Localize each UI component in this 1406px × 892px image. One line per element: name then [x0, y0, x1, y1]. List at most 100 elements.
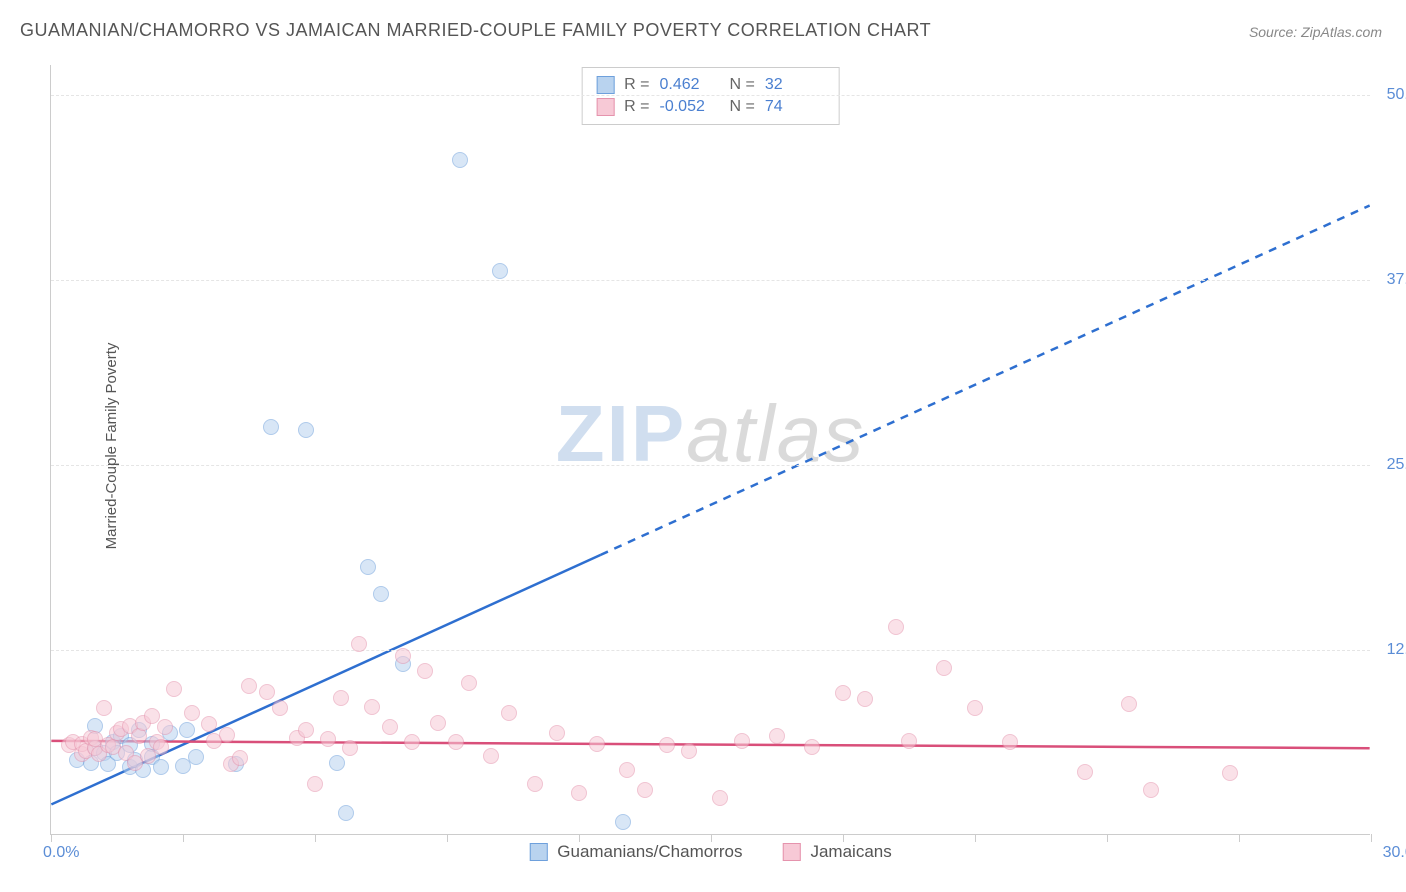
chart-title: GUAMANIAN/CHAMORRO VS JAMAICAN MARRIED-C… — [20, 20, 931, 41]
scatter-point — [307, 776, 323, 792]
scatter-point — [259, 684, 275, 700]
trend-line-dashed — [601, 205, 1370, 554]
scatter-point — [219, 727, 235, 743]
legend-label: Jamaicans — [810, 842, 891, 862]
bottom-legend: Guamanians/Chamorros Jamaicans — [529, 842, 891, 862]
scatter-point — [272, 700, 288, 716]
x-tick — [1239, 834, 1240, 842]
x-tick — [1107, 834, 1108, 842]
scatter-point — [298, 722, 314, 738]
scatter-point — [712, 790, 728, 806]
scatter-point — [263, 419, 279, 435]
bottom-legend-item: Guamanians/Chamorros — [529, 842, 742, 862]
gridline — [51, 95, 1370, 96]
stat-r-value: -0.052 — [660, 98, 720, 116]
x-tick — [975, 834, 976, 842]
scatter-point — [734, 733, 750, 749]
legend-label: Guamanians/Chamorros — [557, 842, 742, 862]
source-attribution: Source: ZipAtlas.com — [1249, 24, 1382, 40]
scatter-point — [1121, 696, 1137, 712]
scatter-point — [188, 749, 204, 765]
legend-swatch — [529, 843, 547, 861]
scatter-point — [452, 152, 468, 168]
scatter-point — [492, 263, 508, 279]
y-tick-label: 37.5% — [1387, 271, 1406, 289]
scatter-point — [201, 716, 217, 732]
scatter-point — [232, 750, 248, 766]
x-axis-max-label: 30.0% — [1383, 844, 1406, 862]
y-tick-label: 25.0% — [1387, 456, 1406, 474]
scatter-point — [342, 740, 358, 756]
x-axis-min-label: 0.0% — [43, 844, 79, 862]
x-tick — [183, 834, 184, 842]
scatter-point — [571, 785, 587, 801]
stat-r-value: 0.462 — [660, 76, 720, 94]
legend-swatch — [596, 76, 614, 94]
bottom-legend-item: Jamaicans — [782, 842, 891, 862]
x-tick — [315, 834, 316, 842]
scatter-point — [166, 681, 182, 697]
chart-container: GUAMANIAN/CHAMORRO VS JAMAICAN MARRIED-C… — [0, 0, 1406, 892]
scatter-point — [157, 719, 173, 735]
scatter-point — [241, 678, 257, 694]
scatter-point — [373, 586, 389, 602]
x-tick — [1371, 834, 1372, 842]
trend-lines-svg — [51, 65, 1370, 834]
scatter-point — [857, 691, 873, 707]
scatter-point — [1143, 782, 1159, 798]
scatter-point — [589, 736, 605, 752]
x-tick — [447, 834, 448, 842]
scatter-point — [144, 708, 160, 724]
scatter-point — [804, 739, 820, 755]
scatter-point — [1077, 764, 1093, 780]
stat-n-label: N = — [730, 76, 755, 94]
scatter-point — [364, 699, 380, 715]
scatter-point — [382, 719, 398, 735]
x-tick — [579, 834, 580, 842]
scatter-point — [619, 762, 635, 778]
scatter-point — [360, 559, 376, 575]
stats-legend-row: R =-0.052N =74 — [596, 96, 825, 118]
scatter-point — [461, 675, 477, 691]
scatter-point — [184, 705, 200, 721]
scatter-point — [395, 648, 411, 664]
scatter-point — [338, 805, 354, 821]
stat-n-value: 32 — [765, 76, 825, 94]
scatter-point — [615, 814, 631, 830]
stat-n-value: 74 — [765, 98, 825, 116]
scatter-point — [527, 776, 543, 792]
scatter-point — [404, 734, 420, 750]
y-tick-label: 12.5% — [1387, 641, 1406, 659]
scatter-point — [637, 782, 653, 798]
scatter-point — [329, 755, 345, 771]
scatter-point — [483, 748, 499, 764]
scatter-point — [1222, 765, 1238, 781]
scatter-point — [96, 700, 112, 716]
stats-legend-row: R =0.462N =32 — [596, 74, 825, 96]
trend-line-solid — [51, 741, 1369, 748]
scatter-point — [501, 705, 517, 721]
scatter-point — [298, 422, 314, 438]
legend-swatch — [782, 843, 800, 861]
scatter-point — [333, 690, 349, 706]
scatter-point — [153, 739, 169, 755]
scatter-point — [835, 685, 851, 701]
plot-area: ZIPatlas R =0.462N =32R =-0.052N =74 0.0… — [50, 65, 1370, 835]
scatter-point — [888, 619, 904, 635]
stats-legend: R =0.462N =32R =-0.052N =74 — [581, 67, 840, 125]
x-tick — [843, 834, 844, 842]
scatter-point — [351, 636, 367, 652]
watermark: ZIPatlas — [556, 388, 865, 480]
stat-n-label: N = — [730, 98, 755, 116]
x-tick — [711, 834, 712, 842]
scatter-point — [320, 731, 336, 747]
y-tick-label: 50.0% — [1387, 86, 1406, 104]
legend-swatch — [596, 98, 614, 116]
scatter-point — [448, 734, 464, 750]
scatter-point — [659, 737, 675, 753]
scatter-point — [1002, 734, 1018, 750]
scatter-point — [153, 759, 169, 775]
scatter-point — [936, 660, 952, 676]
scatter-point — [179, 722, 195, 738]
scatter-point — [681, 743, 697, 759]
